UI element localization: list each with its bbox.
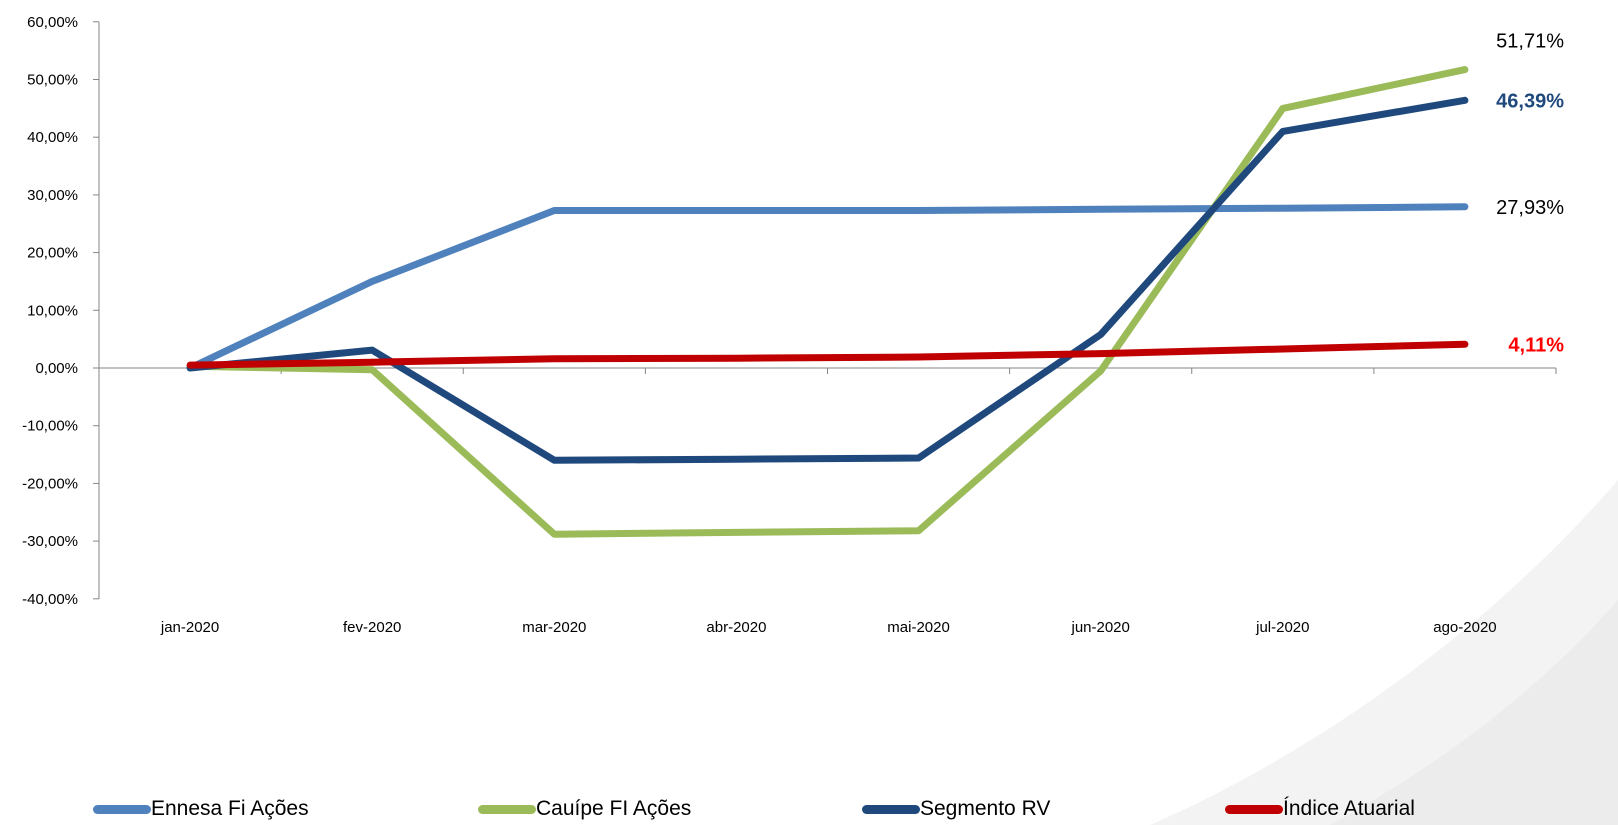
x-tick-label: jul-2020: [1255, 619, 1309, 636]
y-tick-label: -20,00%: [22, 475, 78, 492]
end-value-label: 4,11%: [1508, 334, 1564, 356]
x-axis: jan-2020 fev-2020 mar-2020 abr-2020 mai-2020…: [99, 367, 1557, 636]
end-value-label: 46,39%: [1496, 90, 1564, 112]
series-lines: [186, 66, 1469, 538]
end-value-label: 27,93%: [1496, 197, 1564, 219]
legend-item-cauipe: Cauípe FI Ações: [478, 793, 691, 825]
legend-swatch-cauipe: [478, 804, 536, 814]
x-tick-label: fev-2020: [343, 619, 401, 636]
y-tick-label: 40,00%: [27, 129, 78, 146]
legend: Ennesa Fi Ações Cauípe FI Ações Segmento…: [0, 793, 1618, 825]
y-tick-label: -30,00%: [22, 533, 78, 550]
legend-item-indice-atuarial: Índice Atuarial: [1225, 793, 1415, 825]
legend-swatch-segmento-rv: [862, 804, 920, 814]
x-tick-label: ago-2020: [1433, 619, 1496, 636]
y-tick-label: 10,00%: [27, 302, 78, 319]
series-line-3: [186, 340, 1469, 369]
y-tick-label: 60,00%: [27, 14, 78, 31]
legend-label-ennesa: Ennesa Fi Ações: [151, 797, 309, 820]
legend-swatch-indice-atuarial: [1225, 804, 1283, 814]
y-axis: 60,00% 50,00% 40,00% 30,00% 20,00% 10,00% 0,00…: [22, 14, 100, 608]
x-tick-label: abr-2020: [706, 619, 766, 636]
series-line-0: [186, 203, 1469, 372]
legend-label-segmento-rv: Segmento RV: [920, 797, 1051, 820]
legend-item-ennesa: Ennesa Fi Ações: [93, 793, 309, 825]
y-tick-label: 0,00%: [35, 360, 78, 377]
legend-item-segmento-rv: Segmento RV: [862, 793, 1050, 825]
x-tick-label: mar-2020: [522, 619, 586, 636]
legend-label-cauipe: Cauípe FI Ações: [536, 797, 692, 820]
end-labels: 27,93% 51,71% 46,39% 4,11%: [1496, 31, 1564, 357]
y-tick-label: 50,00%: [27, 72, 78, 89]
y-tick-label: 20,00%: [27, 245, 78, 262]
series-line-1: [186, 66, 1469, 538]
y-tick-label: -40,00%: [22, 591, 78, 608]
y-tick-label: -10,00%: [22, 418, 78, 435]
legend-label-indice-atuarial: Índice Atuarial: [1283, 797, 1415, 820]
series-line-2: [186, 96, 1469, 464]
end-value-label: 51,71%: [1496, 31, 1564, 53]
legend-swatch-ennesa: [93, 804, 151, 814]
x-tick-label: jun-2020: [1070, 619, 1129, 636]
x-tick-label: mai-2020: [887, 619, 950, 636]
y-tick-label: 30,00%: [27, 187, 78, 204]
x-tick-label: jan-2020: [160, 619, 219, 636]
